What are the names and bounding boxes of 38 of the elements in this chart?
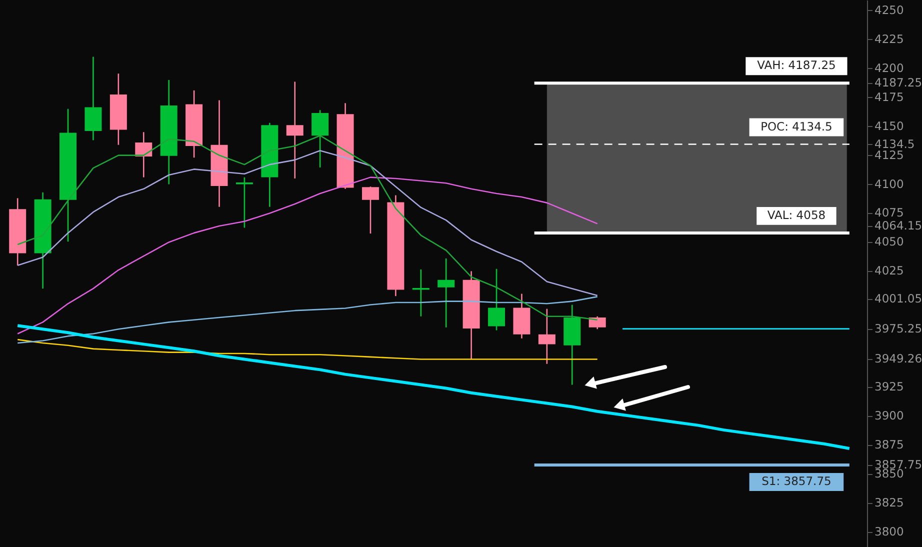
ref-line-label: S1: 3857.75 <box>762 474 832 488</box>
candlestick <box>588 316 606 330</box>
candlestick <box>538 308 556 365</box>
candlestick <box>236 176 253 228</box>
line-series <box>16 176 598 334</box>
candlestick <box>488 268 506 331</box>
ref-line-label: VAL: 4058 <box>767 208 826 222</box>
line-series <box>16 324 851 450</box>
ref-line-label: VAH: 4187.25 <box>757 58 836 72</box>
y-tick-label: 3875 <box>874 438 904 452</box>
y-tick-label: 4250 <box>874 2 904 17</box>
y-tick-label: 4064.15 <box>874 218 922 232</box>
y-tick-label: 3900 <box>874 408 904 423</box>
line-series <box>16 150 598 296</box>
y-tick-label: 4187.25 <box>874 76 922 90</box>
y-tick-label: 3949.26 <box>874 351 922 366</box>
y-tick-label: 3800 <box>874 524 904 538</box>
line-series <box>16 338 598 360</box>
y-tick-label: 4025 <box>874 264 904 278</box>
candlestick <box>135 131 152 178</box>
y-tick-label: 3975.25 <box>874 321 922 336</box>
y-tick-label: 4100 <box>874 176 904 191</box>
ref-line-label: POC: 4134.5 <box>760 119 832 134</box>
candlestick <box>438 258 455 328</box>
y-tick-label: 3825 <box>874 495 904 510</box>
y-tick-label: 4050 <box>874 234 904 249</box>
y-tick-label: 3925 <box>874 380 904 394</box>
y-tick-label: 4225 <box>874 32 904 46</box>
line-series <box>16 296 598 344</box>
candlestick <box>312 109 329 168</box>
y-tick-label: 4200 <box>874 60 904 75</box>
y-tick-label: 4001.05 <box>874 291 922 306</box>
candlestick <box>286 81 304 180</box>
y-tick-label: 4175 <box>874 90 904 104</box>
candlestick <box>84 56 102 141</box>
y-tick-label: 4075 <box>874 206 904 220</box>
y-tick-label: 4150 <box>874 118 904 133</box>
candlestick <box>362 186 379 234</box>
